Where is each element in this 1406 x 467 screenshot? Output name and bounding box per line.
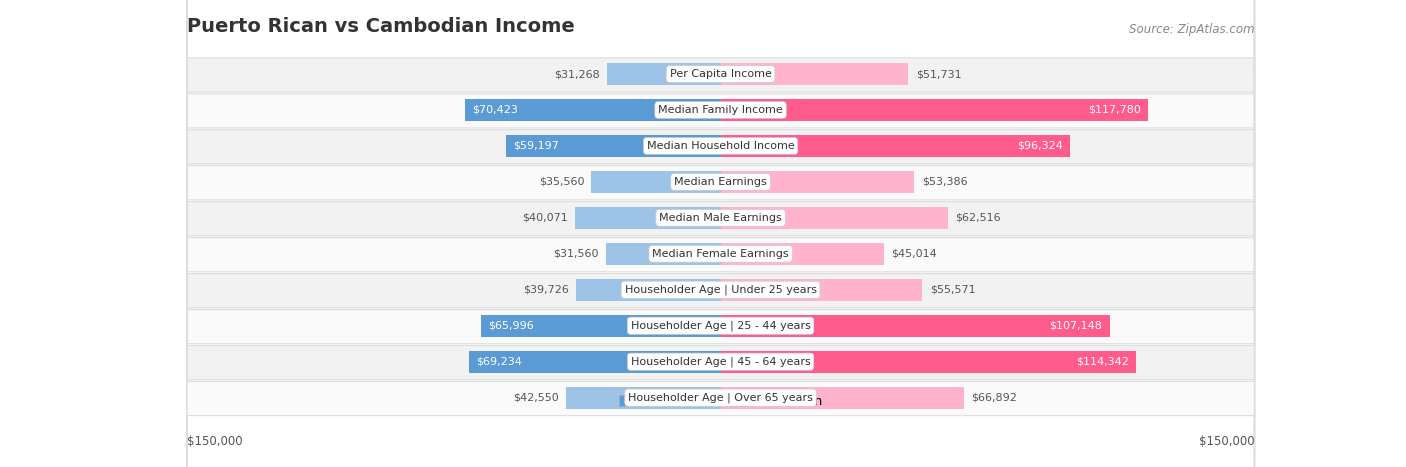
Text: $150,000: $150,000 bbox=[187, 435, 242, 448]
FancyBboxPatch shape bbox=[721, 63, 908, 85]
FancyBboxPatch shape bbox=[592, 171, 721, 193]
FancyBboxPatch shape bbox=[470, 351, 721, 373]
FancyBboxPatch shape bbox=[465, 99, 721, 121]
Text: $31,560: $31,560 bbox=[553, 249, 599, 259]
FancyBboxPatch shape bbox=[721, 315, 1109, 337]
FancyBboxPatch shape bbox=[187, 0, 1254, 346]
Text: $114,342: $114,342 bbox=[1076, 357, 1129, 367]
FancyBboxPatch shape bbox=[567, 387, 721, 409]
Text: $59,197: $59,197 bbox=[513, 141, 558, 151]
Text: $69,234: $69,234 bbox=[477, 357, 522, 367]
FancyBboxPatch shape bbox=[187, 56, 1254, 467]
Text: $70,423: $70,423 bbox=[472, 105, 517, 115]
Text: Per Capita Income: Per Capita Income bbox=[669, 69, 772, 79]
FancyBboxPatch shape bbox=[721, 351, 1136, 373]
Text: Householder Age | 45 - 64 years: Householder Age | 45 - 64 years bbox=[631, 356, 810, 367]
FancyBboxPatch shape bbox=[721, 207, 948, 229]
Text: $42,550: $42,550 bbox=[513, 393, 558, 403]
FancyBboxPatch shape bbox=[187, 0, 1254, 467]
FancyBboxPatch shape bbox=[607, 63, 721, 85]
Text: $150,000: $150,000 bbox=[1199, 435, 1254, 448]
FancyBboxPatch shape bbox=[721, 243, 884, 265]
Text: $45,014: $45,014 bbox=[891, 249, 936, 259]
Text: $35,560: $35,560 bbox=[538, 177, 583, 187]
Text: Source: ZipAtlas.com: Source: ZipAtlas.com bbox=[1129, 23, 1254, 36]
Text: $53,386: $53,386 bbox=[922, 177, 967, 187]
FancyBboxPatch shape bbox=[606, 243, 721, 265]
Text: Householder Age | 25 - 44 years: Householder Age | 25 - 44 years bbox=[631, 320, 810, 331]
Text: Householder Age | Over 65 years: Householder Age | Over 65 years bbox=[628, 392, 813, 403]
Text: Median Earnings: Median Earnings bbox=[675, 177, 766, 187]
Text: $55,571: $55,571 bbox=[929, 285, 976, 295]
Text: $62,516: $62,516 bbox=[955, 213, 1001, 223]
Text: $65,996: $65,996 bbox=[488, 321, 534, 331]
FancyBboxPatch shape bbox=[721, 135, 1070, 157]
FancyBboxPatch shape bbox=[187, 0, 1254, 467]
Text: $66,892: $66,892 bbox=[970, 393, 1017, 403]
FancyBboxPatch shape bbox=[506, 135, 721, 157]
FancyBboxPatch shape bbox=[187, 0, 1254, 453]
FancyBboxPatch shape bbox=[721, 171, 914, 193]
FancyBboxPatch shape bbox=[575, 207, 721, 229]
FancyBboxPatch shape bbox=[187, 0, 1254, 382]
Text: $31,268: $31,268 bbox=[554, 69, 600, 79]
Text: Householder Age | Under 25 years: Householder Age | Under 25 years bbox=[624, 284, 817, 295]
Text: $51,731: $51,731 bbox=[915, 69, 962, 79]
Text: Median Family Income: Median Family Income bbox=[658, 105, 783, 115]
Text: $96,324: $96,324 bbox=[1018, 141, 1063, 151]
FancyBboxPatch shape bbox=[481, 315, 721, 337]
Text: Puerto Rican vs Cambodian Income: Puerto Rican vs Cambodian Income bbox=[187, 17, 575, 36]
FancyBboxPatch shape bbox=[576, 279, 721, 301]
FancyBboxPatch shape bbox=[721, 99, 1149, 121]
FancyBboxPatch shape bbox=[187, 92, 1254, 467]
FancyBboxPatch shape bbox=[721, 279, 922, 301]
Text: $39,726: $39,726 bbox=[523, 285, 569, 295]
FancyBboxPatch shape bbox=[721, 387, 963, 409]
Text: $40,071: $40,071 bbox=[522, 213, 568, 223]
Text: $107,148: $107,148 bbox=[1050, 321, 1102, 331]
Text: Median Female Earnings: Median Female Earnings bbox=[652, 249, 789, 259]
FancyBboxPatch shape bbox=[187, 128, 1254, 467]
FancyBboxPatch shape bbox=[187, 20, 1254, 467]
FancyBboxPatch shape bbox=[187, 0, 1254, 417]
Text: $117,780: $117,780 bbox=[1088, 105, 1142, 115]
Text: Median Household Income: Median Household Income bbox=[647, 141, 794, 151]
Text: Median Male Earnings: Median Male Earnings bbox=[659, 213, 782, 223]
Legend: Puerto Rican, Cambodian: Puerto Rican, Cambodian bbox=[614, 390, 827, 413]
